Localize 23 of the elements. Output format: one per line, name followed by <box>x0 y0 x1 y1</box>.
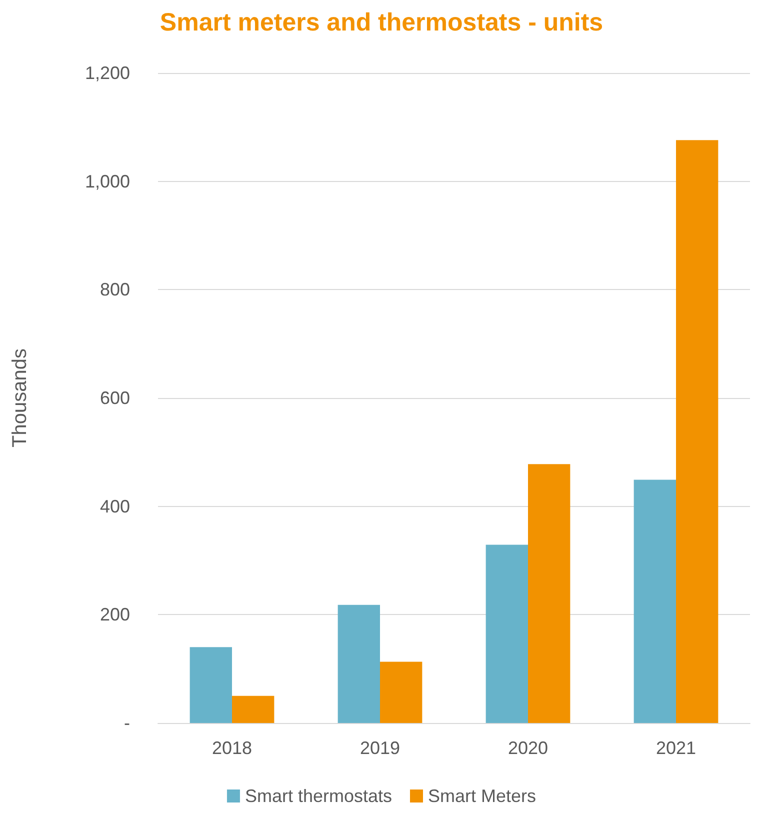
bar <box>676 140 718 723</box>
x-tick-label: 2020 <box>508 738 548 758</box>
y-tick-label: - <box>124 713 130 733</box>
bar <box>634 480 676 723</box>
y-tick-label: 200 <box>100 604 130 625</box>
bar <box>486 544 528 723</box>
bar <box>232 696 274 723</box>
legend-label: Smart thermostats <box>244 786 392 806</box>
y-tick-label: 800 <box>100 280 130 300</box>
y-tick-label: 1,000 <box>84 171 130 192</box>
y-axis-title: Thousands <box>9 348 31 448</box>
x-tick-label: 2018 <box>212 738 252 758</box>
chart-title: Smart meters and thermostats - units <box>160 8 604 36</box>
bar <box>380 662 422 723</box>
y-tick-label: 600 <box>100 388 130 408</box>
bar <box>338 604 380 723</box>
legend-label: Smart Meters <box>428 786 536 806</box>
x-tick-label: 2019 <box>360 738 400 758</box>
y-tick-label: 1,200 <box>84 63 130 83</box>
bar <box>190 647 232 723</box>
x-tick-label: 2021 <box>656 738 696 758</box>
bar <box>528 464 570 723</box>
y-tick-label: 400 <box>100 496 130 516</box>
